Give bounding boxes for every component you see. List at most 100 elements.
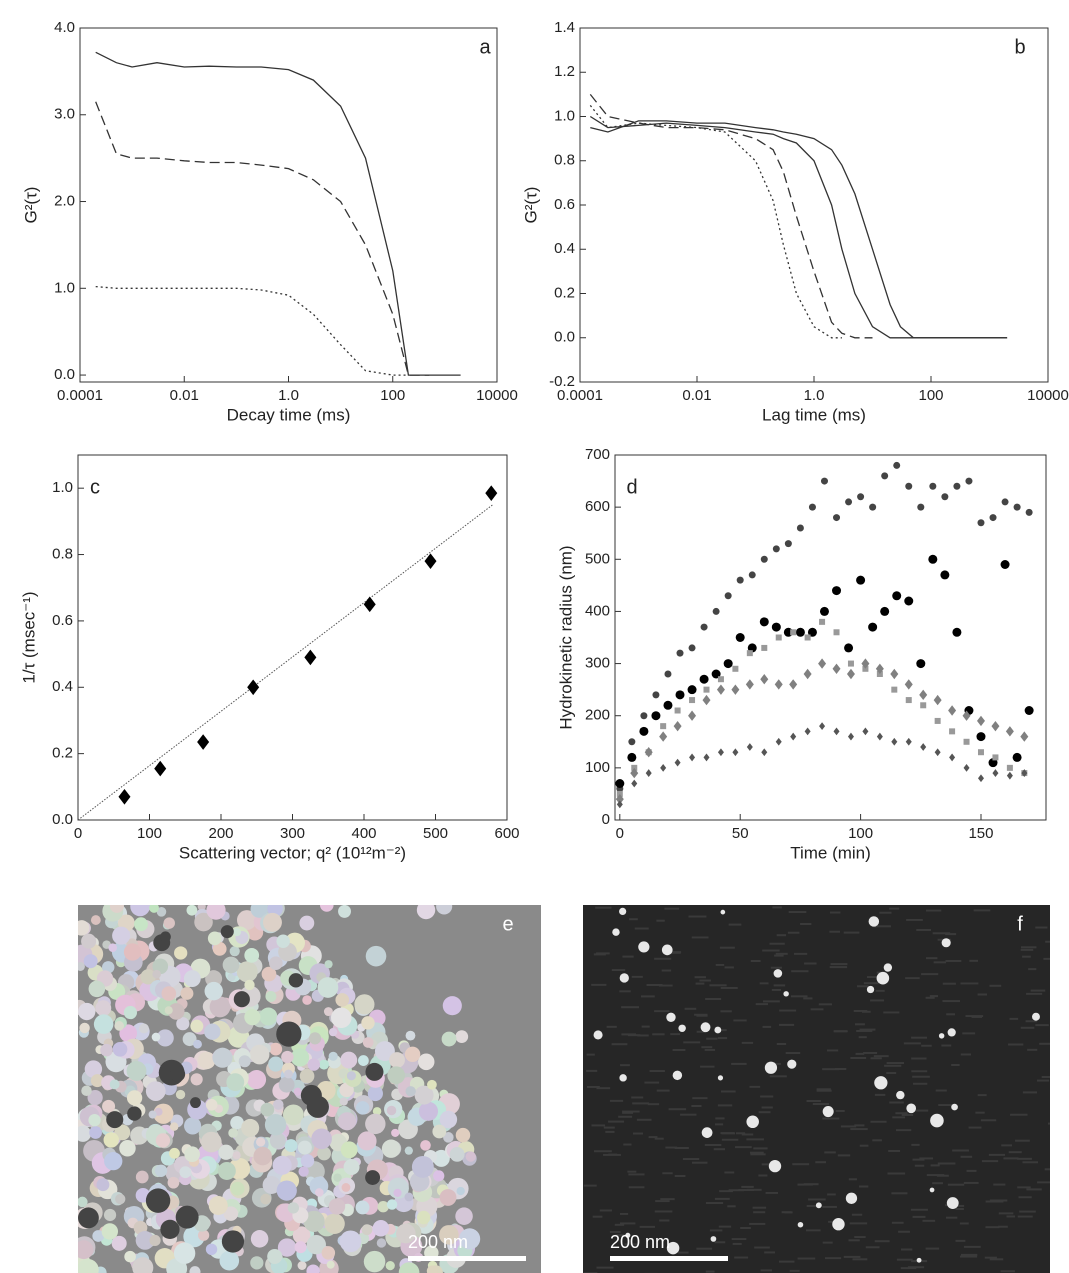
x-axis-label: Decay time (ms) <box>227 405 351 424</box>
particle <box>229 946 240 957</box>
point <box>627 752 637 762</box>
point <box>630 767 639 779</box>
texture <box>1027 1048 1038 1051</box>
x-axis-label: Time (min) <box>790 843 871 862</box>
y-axis-label: G²(τ) <box>21 187 40 224</box>
particle <box>376 1238 387 1248</box>
texture <box>1017 1186 1031 1189</box>
texture <box>900 1267 917 1270</box>
particle <box>135 1170 149 1184</box>
texture <box>925 996 935 999</box>
texture <box>713 1148 725 1151</box>
texture <box>750 1153 766 1156</box>
particle <box>303 1210 325 1232</box>
point <box>304 649 317 666</box>
particle <box>90 1074 104 1088</box>
texture <box>870 999 885 1002</box>
texture <box>736 1132 746 1135</box>
point <box>1025 508 1033 516</box>
texture <box>900 1248 913 1251</box>
x-tick-label: 100 <box>918 387 943 404</box>
texture <box>989 984 1002 987</box>
texture <box>892 1116 906 1119</box>
texture <box>887 1172 906 1175</box>
particle <box>320 905 334 912</box>
texture <box>761 1106 773 1109</box>
texture <box>797 1257 816 1260</box>
particle <box>277 1238 297 1257</box>
particle <box>132 1257 154 1273</box>
particle <box>180 987 194 1000</box>
texture <box>709 1229 723 1232</box>
particle <box>746 1115 759 1129</box>
texture <box>945 959 962 962</box>
particle <box>414 1085 434 1105</box>
point <box>819 618 826 625</box>
particle <box>951 1103 958 1111</box>
particle <box>404 1146 413 1155</box>
texture <box>631 975 643 978</box>
particle <box>367 1085 383 1102</box>
texture <box>1000 1270 1015 1273</box>
particle <box>262 1176 281 1194</box>
particle <box>269 1042 283 1056</box>
particle <box>282 1104 304 1126</box>
particle <box>876 971 890 985</box>
particle <box>176 1017 190 1031</box>
point <box>893 461 901 469</box>
point <box>892 591 902 601</box>
particle <box>190 1073 203 1086</box>
texture <box>938 1104 955 1107</box>
point <box>940 570 950 580</box>
texture <box>779 1023 795 1026</box>
texture <box>886 1062 905 1065</box>
texture <box>834 1067 847 1070</box>
particle <box>625 1232 631 1238</box>
texture <box>779 1009 797 1012</box>
texture <box>614 1234 631 1237</box>
point <box>673 720 682 732</box>
particle <box>319 1059 330 1070</box>
particle <box>439 1189 457 1206</box>
texture <box>853 1009 868 1012</box>
micrograph: f 200 nm <box>583 905 1050 1273</box>
plot-frame <box>614 454 1047 821</box>
point <box>716 684 725 695</box>
point <box>644 747 653 758</box>
texture <box>850 1128 868 1131</box>
point <box>803 668 812 680</box>
texture <box>614 1223 625 1226</box>
particle <box>212 941 227 956</box>
point <box>660 763 667 772</box>
particle <box>276 1180 297 1201</box>
particle <box>439 1110 458 1129</box>
texture <box>855 1052 865 1055</box>
texture <box>874 1240 890 1243</box>
texture <box>632 1102 650 1105</box>
texture <box>665 951 681 954</box>
particle <box>101 1223 118 1240</box>
x-axis-label: Lag time (ms) <box>762 405 866 424</box>
y-tick-label: 0.0 <box>554 329 575 346</box>
particle <box>206 905 226 920</box>
particle <box>81 1085 92 1096</box>
hole <box>145 1188 171 1213</box>
particle <box>416 1210 431 1225</box>
texture <box>929 995 939 998</box>
texture <box>965 1015 984 1018</box>
point <box>784 540 792 548</box>
texture <box>793 952 808 955</box>
texture <box>857 985 869 988</box>
texture <box>741 1041 754 1044</box>
texture <box>656 1089 670 1092</box>
point <box>1020 731 1029 742</box>
texture <box>672 1048 686 1051</box>
point <box>920 743 927 751</box>
texture <box>619 990 631 993</box>
texture <box>922 1219 936 1222</box>
texture <box>787 931 800 934</box>
particle <box>306 1235 326 1255</box>
particle <box>156 1029 174 1047</box>
particle <box>201 1131 222 1153</box>
particle <box>326 1260 335 1269</box>
